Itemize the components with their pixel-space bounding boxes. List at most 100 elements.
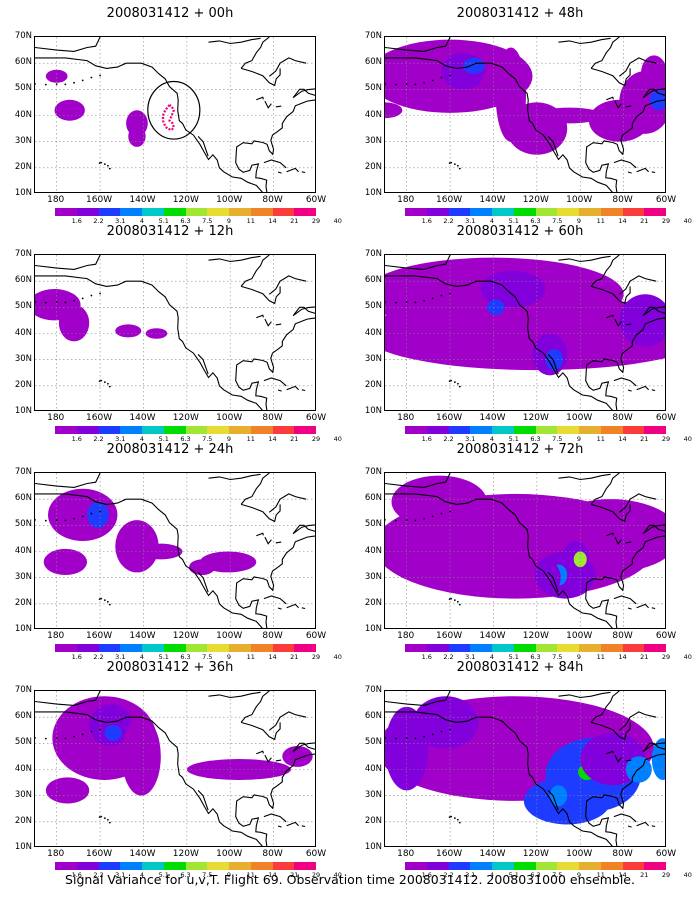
coastline <box>606 314 614 319</box>
panel-title: 2008031412 + 24h <box>106 442 234 457</box>
colorbar-swatch <box>142 644 164 652</box>
colorbar-swatch <box>513 426 536 434</box>
colorbar-label: 9 <box>576 653 582 661</box>
coastline <box>627 825 632 828</box>
lat-tick-label: 50N <box>364 301 382 312</box>
colorbar-label: 2.2 <box>93 217 104 225</box>
colorbar-swatch <box>120 426 142 434</box>
island-marker <box>423 299 425 302</box>
colorbar-swatch <box>492 862 514 870</box>
lon-tick-label: 160W <box>86 631 113 641</box>
colorbar-label: 14 <box>268 435 277 443</box>
coastline <box>286 167 299 173</box>
island-marker <box>55 519 58 521</box>
variance-contour-fill <box>413 696 479 749</box>
colorbar-label: 29 <box>661 653 671 661</box>
variance-contour-fill <box>463 57 485 74</box>
colorbar-swatch <box>55 862 77 870</box>
colorbar-label: 6.3 <box>180 217 191 225</box>
lat-tick-label: 10N <box>364 406 382 416</box>
colorbar-label: 5.1 <box>508 653 519 661</box>
colorbar-swatch <box>294 426 316 434</box>
coastline <box>558 473 611 481</box>
coastline <box>585 535 665 628</box>
colorbar-label: 2.2 <box>443 217 454 225</box>
map-panel: 2008031412 + 60h 70N 60N 50N 40N 30N 20N 10N 180… <box>350 224 692 443</box>
colorbar-label: 29 <box>661 435 671 443</box>
colorbar-label: 40 <box>333 217 342 225</box>
lat-tick-label: 30N <box>14 135 32 146</box>
lon-tick-label: 100W <box>216 195 243 205</box>
variance-contour-fill <box>139 543 183 560</box>
map-svg <box>385 255 665 410</box>
lat-tick-label: 60N <box>14 57 32 68</box>
island-marker <box>458 821 461 824</box>
coastline <box>197 572 209 593</box>
coastline <box>614 536 622 545</box>
variance-contour-fill <box>58 304 90 342</box>
island-marker <box>423 81 425 84</box>
colorbar-swatch <box>448 208 471 216</box>
colorbar-label: 9 <box>226 653 232 661</box>
coastline <box>264 100 272 109</box>
coastline <box>301 171 306 174</box>
colorbar-label: 2.2 <box>93 653 104 661</box>
coastline <box>385 57 613 192</box>
colorbar-label: 9 <box>226 217 232 225</box>
island-marker <box>103 381 106 384</box>
island-marker <box>106 600 109 603</box>
island-marker <box>453 381 456 384</box>
colorbar-swatch <box>535 208 558 216</box>
coastline <box>585 99 665 192</box>
coastline <box>268 275 307 295</box>
lat-tick-label: 40N <box>364 327 382 338</box>
island-marker <box>73 299 75 302</box>
island-marker <box>450 379 453 382</box>
coastline <box>651 171 656 174</box>
colorbar-label: 40 <box>333 435 342 443</box>
coastline <box>606 750 614 755</box>
colorbar-label: 5.1 <box>508 217 519 225</box>
coastline <box>590 721 631 741</box>
colorbar-label: 7.5 <box>552 871 563 879</box>
coastline <box>286 603 299 609</box>
panel-title: 2008031412 + 12h <box>106 224 234 239</box>
coastline <box>618 57 657 77</box>
flight-track <box>161 104 176 132</box>
island-marker <box>405 301 408 303</box>
island-marker <box>98 380 101 383</box>
lon-tick-label: 160W <box>436 631 463 641</box>
lat-tick-label: 70N <box>364 685 382 695</box>
colorbar-label: 11 <box>596 871 605 879</box>
coastline <box>585 753 665 846</box>
colorbar-swatch <box>294 644 316 652</box>
coastline <box>613 377 637 387</box>
colorbar-swatch <box>229 862 251 870</box>
colorbar-swatch <box>207 862 229 870</box>
lat-tick-label: 30N <box>14 353 32 364</box>
coastline <box>240 37 270 69</box>
island-marker <box>90 730 93 733</box>
coastline <box>651 607 656 610</box>
coastline <box>268 493 307 513</box>
variance-contour-fill <box>549 785 568 807</box>
colorbar <box>55 644 316 652</box>
colorbar-swatch <box>535 862 558 870</box>
coastline <box>385 493 613 628</box>
colorbar-swatch <box>207 208 229 216</box>
lat-tick-label: 70N <box>14 685 32 695</box>
coastline <box>275 105 282 108</box>
colorbar-label: 3.1 <box>465 653 476 661</box>
colorbar-swatch <box>229 208 251 216</box>
colorbar-swatch <box>76 426 99 434</box>
coastline <box>264 536 272 545</box>
colorbar-swatch <box>492 426 514 434</box>
island-marker <box>456 164 459 167</box>
island-marker <box>450 161 453 164</box>
colorbar-label: 4 <box>489 871 495 879</box>
island-marker <box>55 83 58 85</box>
panel-title: 2008031412 + 00h <box>106 6 234 21</box>
lon-tick-label: 80W <box>612 631 633 641</box>
map-svg <box>35 255 315 410</box>
colorbar-swatch <box>622 862 645 870</box>
